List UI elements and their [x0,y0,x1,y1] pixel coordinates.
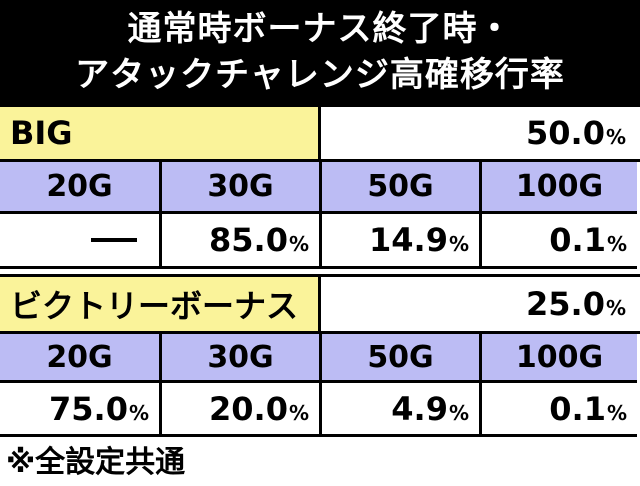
victory-bonus-name: ビクトリーボーナス [0,274,321,334]
victory-value-50g: 4.9% [319,380,482,437]
victory-col-100g: 100G [479,331,637,383]
big-header-row: BIG 50.0% [0,104,640,162]
big-bonus-rate: 50.0% [318,104,640,162]
big-col-50g: 50G [319,159,482,214]
big-col-30g: 30G [159,159,322,214]
dash-icon [91,238,137,242]
victory-rate-unit: % [605,296,626,320]
big-value-20g [0,211,162,269]
big-bonus-table: BIG 50.0% 20G 30G 50G 100G 85.0% 14.9% 0… [0,104,640,269]
victory-value-row: 75.0% 20.0% 4.9% 0.1% [0,380,640,437]
victory-col-30g: 30G [159,331,322,383]
big-bonus-name: BIG [0,104,321,162]
big-value-30g: 85.0% [159,211,322,269]
title-line-1: 通常時ボーナス終了時・ [127,9,513,49]
big-col-100g: 100G [479,159,637,214]
big-rate-value: 50.0 [526,114,605,152]
big-value-50g: 14.9% [319,211,482,269]
big-rate-unit: % [605,125,626,149]
victory-bonus-rate: 25.0% [318,274,640,334]
big-col-20g: 20G [0,159,162,214]
victory-col-20g: 20G [0,331,162,383]
title-line-2: アタックチャレンジ高確移行率 [75,55,565,95]
big-game-count-row: 20G 30G 50G 100G [0,159,640,214]
footnote: ※全設定共通 [6,445,186,480]
victory-value-30g: 20.0% [159,380,322,437]
victory-header-row: ビクトリーボーナス 25.0% [0,274,640,334]
victory-game-count-row: 20G 30G 50G 100G [0,331,640,383]
big-value-100g: 0.1% [479,211,637,269]
victory-col-50g: 50G [319,331,482,383]
victory-bonus-table: ビクトリーボーナス 25.0% 20G 30G 50G 100G 75.0% 2… [0,274,640,437]
victory-value-100g: 0.1% [479,380,637,437]
victory-value-20g: 75.0% [0,380,162,437]
page-title: 通常時ボーナス終了時・ アタックチャレンジ高確移行率 [0,0,640,104]
big-value-row: 85.0% 14.9% 0.1% [0,211,640,269]
victory-rate-value: 25.0 [526,285,605,323]
